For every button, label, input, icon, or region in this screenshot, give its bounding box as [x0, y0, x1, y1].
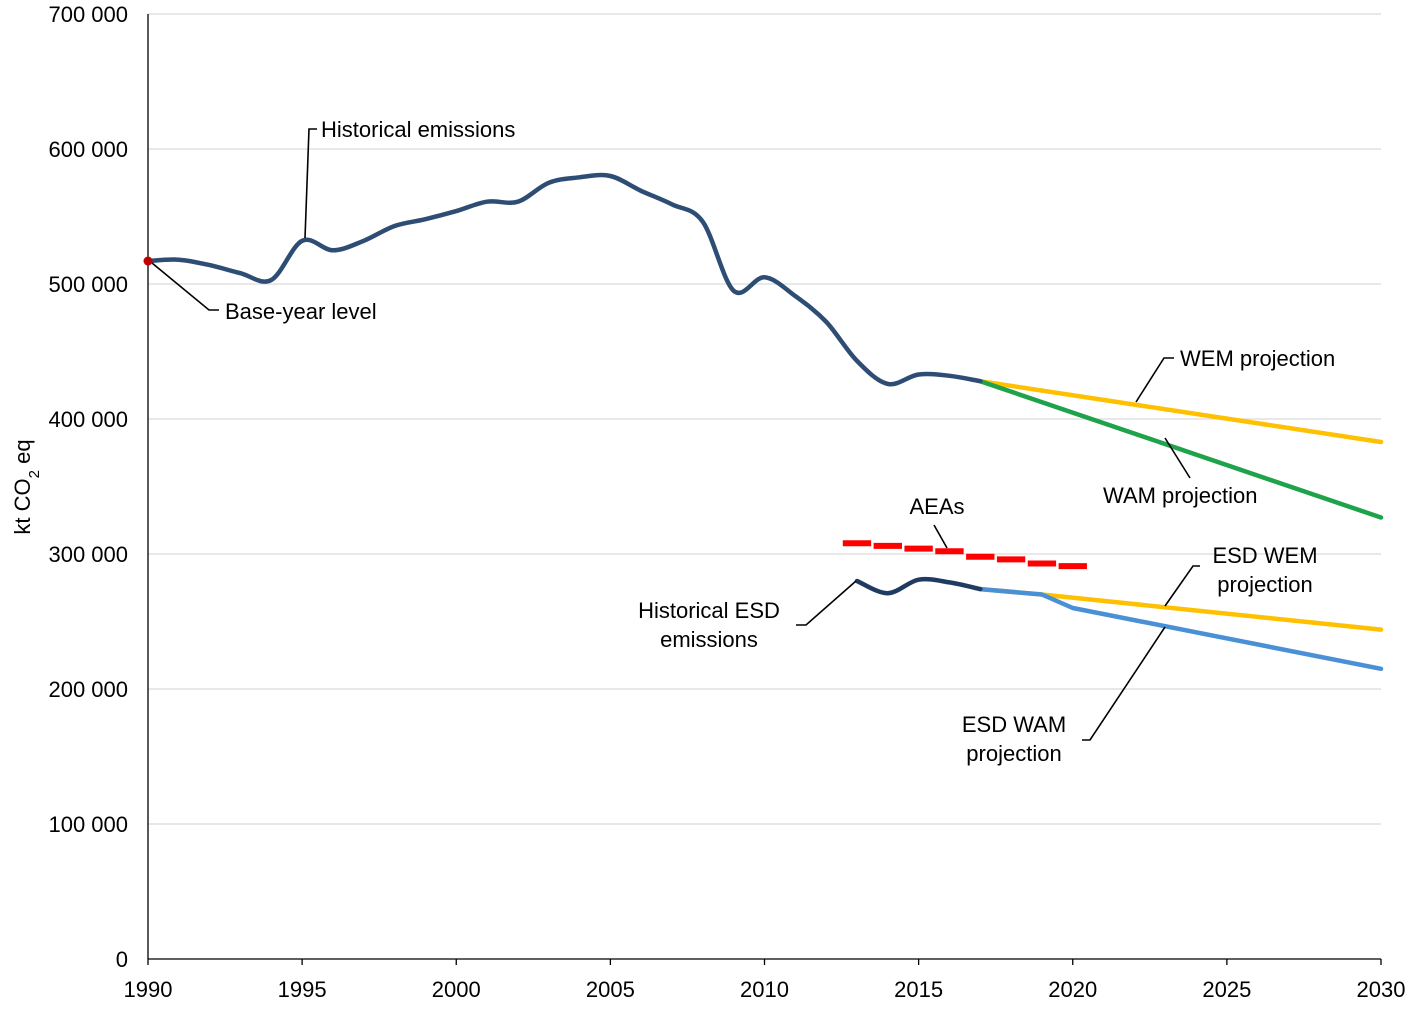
y-tick-label: 100 000: [48, 812, 128, 837]
leader-line-esd_wem: [1164, 565, 1200, 607]
annotation-aeas: AEAs: [909, 494, 964, 519]
y-tick-label: 0: [116, 947, 128, 972]
annotation-wem: WEM projection: [1180, 346, 1335, 371]
annotation-wam: WAM projection: [1103, 483, 1257, 508]
aeas-markers: [143, 256, 1087, 570]
leader-line-esd_hist: [796, 580, 857, 626]
annotation-esd_hist: emissions: [660, 627, 758, 652]
y-tick-label: 600 000: [48, 137, 128, 162]
y-tick-labels: 0 100 000 200 000 300 000 400 000 500 000 600 …: [48, 2, 128, 972]
x-tick-label: 2030: [1357, 977, 1406, 1002]
annotation-esd_hist: Historical ESD: [638, 598, 780, 623]
annotation-esd_wem: ESD WEM: [1212, 543, 1317, 568]
x-tick-label: 1995: [278, 977, 327, 1002]
x-tick-label: 2015: [894, 977, 943, 1002]
leader-line-esd_wam: [1082, 626, 1166, 741]
x-tick-label: 2010: [740, 977, 789, 1002]
y-tick-label: 500 000: [48, 272, 128, 297]
annotation-esd_wam: ESD WAM: [962, 712, 1066, 737]
series-lines: [145, 172, 1384, 672]
y-tick-label: 400 000: [48, 407, 128, 432]
x-tick-labels: 1990 1995 2000 2005 2010 2015 2020 2025 2030: [124, 959, 1406, 1002]
y-tick-label: 200 000: [48, 677, 128, 702]
gridlines: [148, 13, 1381, 825]
series-line-historical-esd-emissions: [854, 576, 983, 596]
y-tick-label: 300 000: [48, 542, 128, 567]
annotations: Historical emissions Base-year level WEM p…: [225, 117, 1335, 766]
leader-line-hist: [304, 128, 317, 239]
y-axis-label: kt CO2 eq: [10, 439, 43, 534]
leader-line-base: [151, 262, 219, 311]
x-tick-label: 2005: [586, 977, 635, 1002]
annotation-esd_wem: projection: [1217, 572, 1312, 597]
x-tick-label: 2020: [1048, 977, 1097, 1002]
x-tick-label: 2000: [432, 977, 481, 1002]
annotation-leaders: [151, 128, 1200, 741]
x-tick-label: 1990: [124, 977, 173, 1002]
series-line-wam-projection: [978, 378, 1384, 520]
series-line-esd-wam-projection: [978, 586, 1384, 672]
leader-line-wam: [1164, 437, 1191, 479]
series-line-historical-emissions: [145, 172, 983, 387]
annotation-base: Base-year level: [225, 299, 377, 324]
y-tick-label: 700 000: [48, 2, 128, 27]
annotation-hist: Historical emissions: [321, 117, 515, 142]
leader-line-aeas: [933, 524, 948, 549]
base-year-point: [143, 256, 153, 266]
annotation-esd_wam: projection: [966, 741, 1061, 766]
leader-line-wem: [1135, 357, 1174, 403]
series-line-wem-projection: [978, 378, 1384, 445]
x-tick-label: 2025: [1202, 977, 1251, 1002]
